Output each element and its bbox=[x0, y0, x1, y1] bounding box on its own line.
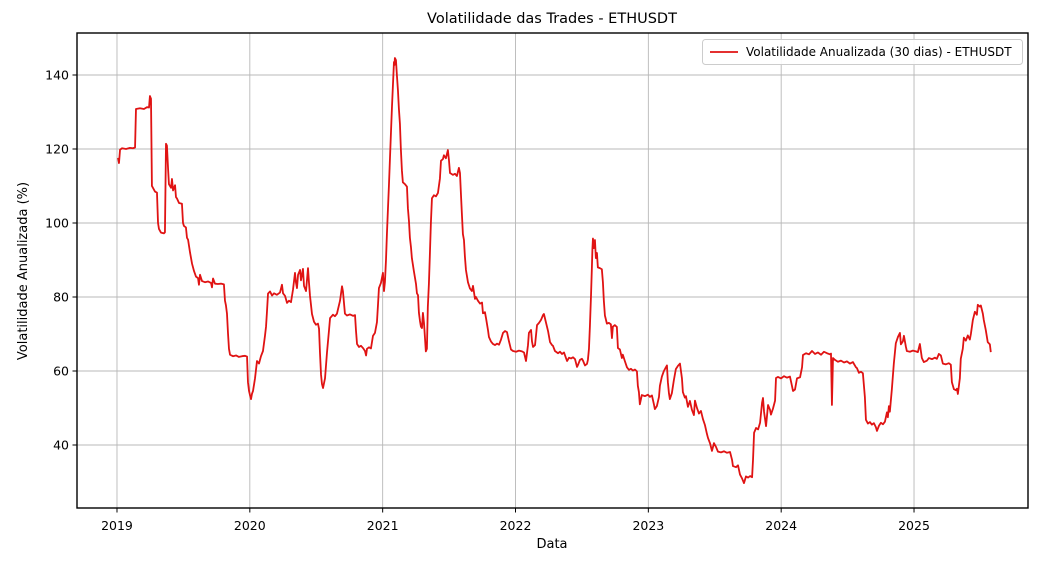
volatility-line-series bbox=[117, 57, 992, 484]
x-tick-label: 2019 bbox=[101, 518, 133, 533]
y-tick-label: 120 bbox=[45, 141, 69, 156]
x-axis-label: Data bbox=[536, 537, 567, 552]
x-tick-label: 2023 bbox=[632, 518, 664, 533]
legend-label: Volatilidade Anualizada (30 dias) - ETHU… bbox=[746, 45, 1012, 59]
x-tick-label: 2025 bbox=[898, 518, 930, 533]
y-axis-label: Volatilidade Anualizada (%) bbox=[16, 182, 31, 360]
x-tick-label: 2021 bbox=[367, 518, 399, 533]
x-tick-label: 2024 bbox=[765, 518, 797, 533]
tick-layer: 2019 2020 2021 2022 2023 2024 2025 40 60 80 100 120… bbox=[45, 67, 930, 533]
chart-title: Volatilidade das Trades - ETHUSDT bbox=[427, 11, 677, 27]
x-tick-label: 2020 bbox=[234, 518, 266, 533]
y-tick-label: 140 bbox=[45, 67, 69, 82]
y-tick-label: 60 bbox=[53, 363, 69, 378]
x-tick-label: 2022 bbox=[500, 518, 532, 533]
legend: Volatilidade Anualizada (30 dias) - ETHU… bbox=[702, 39, 1023, 65]
y-tick-label: 40 bbox=[53, 437, 69, 452]
y-tick-label: 80 bbox=[53, 289, 69, 304]
grid-layer bbox=[77, 33, 1028, 508]
y-tick-label: 100 bbox=[45, 215, 69, 230]
legend-box bbox=[702, 39, 1023, 65]
plot-border bbox=[76, 32, 1029, 509]
series-layer bbox=[117, 57, 992, 484]
